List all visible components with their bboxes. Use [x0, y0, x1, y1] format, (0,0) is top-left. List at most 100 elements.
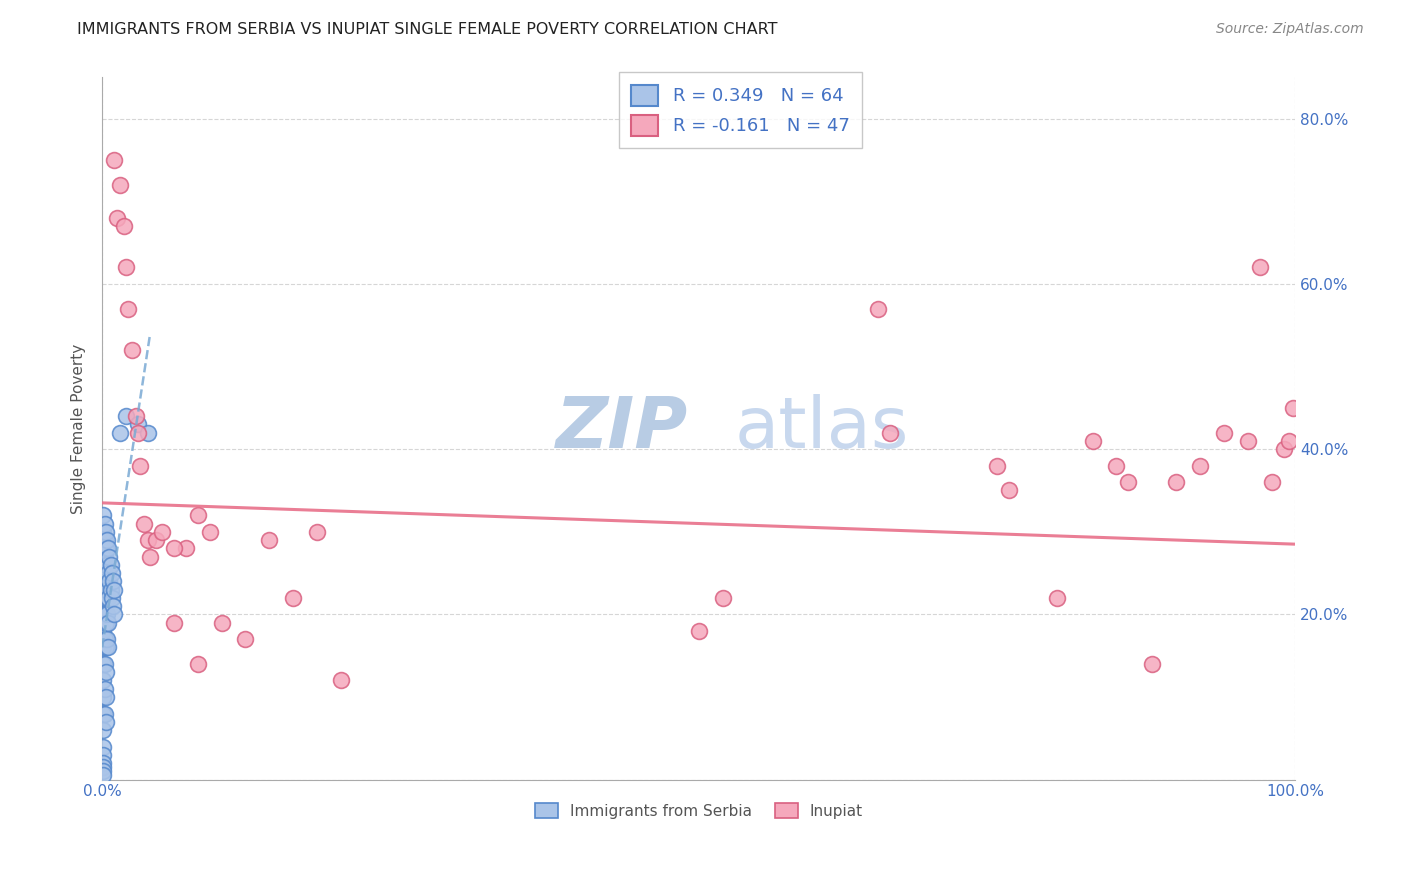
Point [97, 541, 120, 556]
Point [94, 665, 117, 680]
Point [1105, 458, 1128, 473]
Point [93, 706, 115, 721]
Point [94, 591, 117, 605]
Point [866, 301, 889, 316]
Point [97, 566, 120, 580]
Point [187, 657, 209, 671]
Point [93, 764, 115, 779]
Point [96, 558, 118, 572]
Point [93, 566, 115, 580]
Point [94, 690, 117, 704]
Point [132, 516, 155, 531]
Point [93, 533, 115, 547]
Point [93, 690, 115, 704]
Point [174, 541, 197, 556]
Point [998, 483, 1021, 498]
Point [94, 574, 117, 589]
Point [115, 260, 138, 275]
Point [93, 516, 115, 531]
Point [105, 211, 128, 225]
Point [93, 632, 115, 647]
Point [211, 615, 233, 630]
Point [1249, 260, 1271, 275]
Point [93, 768, 115, 782]
Point [96, 632, 118, 647]
Point [127, 417, 149, 432]
Point [259, 533, 281, 547]
Point [150, 524, 173, 539]
Point [1272, 442, 1295, 457]
Point [93, 723, 115, 737]
Y-axis label: Single Female Poverty: Single Female Poverty [72, 343, 86, 514]
Point [136, 425, 159, 440]
Point [94, 524, 117, 539]
Point [103, 607, 125, 622]
Point [139, 549, 162, 564]
Point [108, 178, 131, 192]
Text: atlas: atlas [734, 394, 910, 463]
Point [93, 640, 115, 655]
Point [93, 681, 115, 696]
Text: ZIP: ZIP [555, 394, 688, 463]
Point [101, 599, 124, 614]
Point [1118, 475, 1140, 490]
Point [97, 591, 120, 605]
Point [1046, 591, 1069, 605]
Legend: Immigrants from Serbia, Inupiat: Immigrants from Serbia, Inupiat [529, 797, 869, 824]
Point [93, 657, 115, 671]
Point [96, 582, 118, 597]
Point [93, 607, 115, 622]
Point [329, 673, 352, 688]
Point [127, 425, 149, 440]
Point [94, 640, 117, 655]
Point [94, 714, 117, 729]
Point [1212, 425, 1234, 440]
Point [100, 591, 122, 605]
Point [108, 425, 131, 440]
Point [101, 574, 124, 589]
Point [100, 582, 122, 597]
Point [163, 615, 186, 630]
Point [1142, 657, 1164, 671]
Point [94, 615, 117, 630]
Point [93, 739, 115, 754]
Point [93, 747, 115, 762]
Point [124, 409, 146, 424]
Point [1278, 434, 1301, 448]
Point [1236, 434, 1258, 448]
Point [98, 549, 121, 564]
Point [1188, 458, 1211, 473]
Point [96, 607, 118, 622]
Point [1081, 434, 1104, 448]
Point [187, 508, 209, 523]
Point [93, 756, 115, 770]
Point [711, 591, 734, 605]
Point [305, 524, 328, 539]
Point [93, 549, 115, 564]
Point [93, 549, 115, 564]
Point [145, 533, 167, 547]
Point [94, 541, 117, 556]
Point [117, 301, 139, 316]
Point [93, 524, 115, 539]
Point [115, 409, 138, 424]
Point [112, 219, 135, 234]
Point [93, 760, 115, 774]
Point [93, 673, 115, 688]
Point [93, 566, 115, 580]
Point [986, 458, 1008, 473]
Point [98, 574, 121, 589]
Point [198, 524, 221, 539]
Point [163, 541, 186, 556]
Point [93, 624, 115, 638]
Point [1282, 401, 1305, 415]
Point [100, 566, 122, 580]
Point [688, 624, 710, 638]
Point [97, 615, 120, 630]
Point [93, 657, 115, 671]
Text: IMMIGRANTS FROM SERBIA VS INUPIAT SINGLE FEMALE POVERTY CORRELATION CHART: IMMIGRANTS FROM SERBIA VS INUPIAT SINGLE… [77, 22, 778, 37]
Point [93, 508, 115, 523]
Point [93, 607, 115, 622]
Point [93, 591, 115, 605]
Point [93, 706, 115, 721]
